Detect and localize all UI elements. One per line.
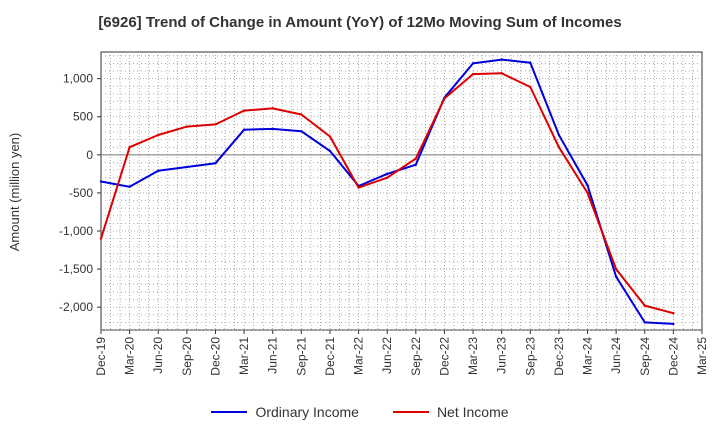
data-point-ordinary-income [300,130,303,133]
x-tick-label: Mar-20 [123,337,137,375]
data-point-net-income [586,191,589,195]
data-point-ordinary-income [99,180,103,183]
data-point-ordinary-income [643,321,646,324]
x-tick-label: Sep-21 [294,337,308,376]
data-point-ordinary-income [385,172,389,176]
data-point-ordinary-income [414,163,418,166]
data-point-ordinary-income [328,149,332,153]
x-tick-label: Dec-19 [94,337,108,376]
data-point-net-income [614,267,618,271]
data-point-net-income [557,146,561,149]
data-point-net-income [214,123,217,126]
data-point-ordinary-income [586,184,589,187]
y-tick-label: -1,500 [59,262,93,276]
data-point-ordinary-income [529,61,532,64]
legend-swatch-ordinary-income [211,411,248,413]
data-point-net-income [300,113,303,116]
data-point-net-income [185,125,189,128]
x-tick-label: Mar-23 [466,337,480,375]
y-tick-label: -500 [69,186,93,200]
data-point-ordinary-income [557,133,561,137]
x-tick-label: Sep-24 [638,337,652,376]
x-tick-label: Mar-21 [237,337,251,375]
legend-item-ordinary-income: Ordinary Income [211,404,359,420]
x-tick-label: Jun-22 [380,337,394,374]
data-point-ordinary-income [271,127,274,131]
data-point-net-income [500,72,503,75]
data-point-net-income [672,312,675,315]
x-tick-label: Dec-21 [323,337,337,376]
y-tick-label: 0 [86,148,93,162]
x-tick-label: Sep-22 [409,337,423,376]
y-tick-label: 500 [73,110,93,124]
x-tick-label: Mar-22 [352,337,366,375]
data-point-net-income [242,109,246,112]
data-point-net-income [385,176,389,179]
data-point-ordinary-income [672,322,675,326]
data-point-ordinary-income [157,169,160,173]
legend-item-net-income: Net Income [392,404,509,420]
data-point-net-income [271,107,274,110]
data-point-ordinary-income [471,62,475,65]
x-tick-label: Mar-25 [695,337,709,375]
x-tick-label: Mar-24 [581,337,595,375]
x-tick-label: Sep-23 [523,337,537,376]
data-point-ordinary-income [242,128,246,131]
data-point-net-income [357,186,360,189]
legend-label-ordinary-income: Ordinary Income [255,404,359,420]
y-tick-label: -2,000 [59,300,93,314]
data-point-ordinary-income [214,162,217,165]
legend-swatch-net-income [392,411,429,413]
x-tick-label: Sep-20 [180,337,194,376]
data-point-ordinary-income [185,165,189,169]
x-tick-label: Dec-22 [437,337,451,376]
y-axis-label: Amount (million yen) [7,133,22,252]
data-point-net-income [414,157,418,160]
data-point-net-income [529,85,532,89]
legend: Ordinary Income Net Income [0,404,720,420]
y-tick-label: 1,000 [63,72,93,86]
legend-label-net-income: Net Income [436,404,509,420]
x-tick-label: Jun-21 [266,337,280,374]
data-point-net-income [443,97,446,100]
data-point-net-income [99,237,103,240]
data-point-ordinary-income [500,58,503,61]
data-point-net-income [471,72,475,76]
data-point-ordinary-income [128,185,131,189]
data-point-net-income [643,304,646,307]
chart-title: [6926] Trend of Change in Amount (YoY) o… [98,14,622,31]
data-point-ordinary-income [614,275,618,278]
x-tick-label: Dec-20 [208,337,222,376]
x-tick-label: Jun-24 [609,337,623,374]
x-tick-label: Jun-23 [495,337,509,374]
x-tick-label: Dec-24 [666,337,680,376]
x-tick-label: Dec-23 [552,337,566,376]
data-point-net-income [157,133,160,137]
y-tick-label: -1,000 [59,224,93,238]
x-tick-label: Jun-20 [151,337,165,374]
data-point-net-income [128,146,131,149]
data-point-net-income [328,135,332,138]
